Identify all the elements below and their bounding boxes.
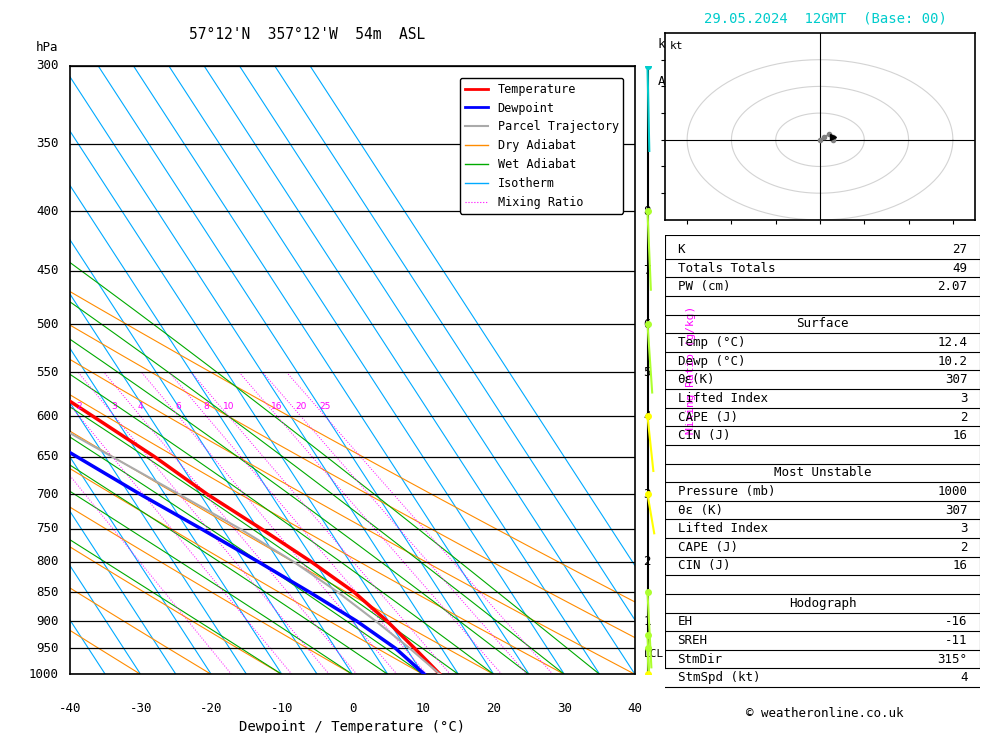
Text: -40: -40 (59, 701, 81, 715)
Text: 500: 500 (36, 317, 59, 331)
Text: 2: 2 (960, 541, 967, 554)
Text: 49: 49 (952, 262, 967, 275)
Text: K: K (678, 243, 685, 256)
Text: kt: kt (669, 41, 683, 51)
Text: StmDir: StmDir (678, 652, 723, 666)
Text: -11: -11 (945, 634, 967, 647)
Text: -10: -10 (271, 701, 293, 715)
Text: 350: 350 (36, 137, 59, 150)
Text: 10.2: 10.2 (937, 355, 967, 368)
Text: 550: 550 (36, 366, 59, 379)
Text: Temp (°C): Temp (°C) (678, 336, 745, 349)
Text: StmSpd (kt): StmSpd (kt) (678, 671, 760, 684)
Text: 8: 8 (204, 402, 209, 411)
Text: 900: 900 (36, 614, 59, 627)
Text: 2: 2 (76, 402, 82, 411)
Text: 3: 3 (643, 487, 651, 501)
Text: 3: 3 (960, 392, 967, 405)
Text: -16: -16 (945, 615, 967, 628)
Text: CAPE (J): CAPE (J) (678, 410, 738, 424)
Text: Lifted Index: Lifted Index (678, 522, 768, 535)
Text: 3: 3 (960, 522, 967, 535)
Text: Surface: Surface (796, 317, 849, 331)
Text: 20: 20 (486, 701, 501, 715)
Text: PW (cm): PW (cm) (678, 280, 730, 293)
Text: 850: 850 (36, 586, 59, 599)
Text: 10: 10 (223, 402, 234, 411)
Text: 5: 5 (643, 366, 651, 379)
Text: 16: 16 (952, 559, 967, 572)
Text: CIN (J): CIN (J) (678, 559, 730, 572)
Text: 650: 650 (36, 450, 59, 463)
Text: -30: -30 (129, 701, 152, 715)
Text: Totals Totals: Totals Totals (678, 262, 775, 275)
Text: 25: 25 (319, 402, 331, 411)
Text: 7: 7 (643, 265, 651, 277)
Text: Dewp (°C): Dewp (°C) (678, 355, 745, 368)
Text: 750: 750 (36, 523, 59, 536)
Text: 4: 4 (138, 402, 143, 411)
Text: 315°: 315° (937, 652, 967, 666)
Text: 1: 1 (643, 614, 651, 627)
Text: 4: 4 (960, 671, 967, 684)
Text: 307: 307 (945, 373, 967, 386)
Text: Lifted Index: Lifted Index (678, 392, 768, 405)
Text: 2.07: 2.07 (937, 280, 967, 293)
Text: 800: 800 (36, 555, 59, 568)
Text: 600: 600 (36, 410, 59, 423)
Text: Pressure (mb): Pressure (mb) (678, 485, 775, 498)
Text: θε(K): θε(K) (678, 373, 715, 386)
Text: θε (K): θε (K) (678, 504, 723, 517)
Text: 12.4: 12.4 (937, 336, 967, 349)
Text: 27: 27 (952, 243, 967, 256)
Text: -20: -20 (200, 701, 222, 715)
Text: 300: 300 (36, 59, 59, 73)
Text: ASL: ASL (658, 75, 680, 88)
Text: LCL: LCL (643, 649, 664, 659)
Text: 307: 307 (945, 504, 967, 517)
Text: © weatheronline.co.uk: © weatheronline.co.uk (746, 707, 904, 720)
Text: 700: 700 (36, 487, 59, 501)
Text: Most Unstable: Most Unstable (774, 466, 871, 479)
Text: 4: 4 (643, 410, 651, 423)
Text: Dewpoint / Temperature (°C): Dewpoint / Temperature (°C) (239, 720, 466, 733)
Text: 16: 16 (271, 402, 283, 411)
Text: 6: 6 (643, 317, 651, 331)
Text: Hodograph: Hodograph (789, 597, 856, 610)
Text: 2: 2 (643, 555, 651, 568)
Legend: Temperature, Dewpoint, Parcel Trajectory, Dry Adiabat, Wet Adiabat, Isotherm, Mi: Temperature, Dewpoint, Parcel Trajectory… (460, 78, 623, 214)
Text: 3: 3 (112, 402, 117, 411)
Text: 8: 8 (643, 205, 651, 218)
Text: Mixing Ratio (g/kg): Mixing Ratio (g/kg) (686, 306, 696, 434)
Text: CIN (J): CIN (J) (678, 429, 730, 442)
Text: km: km (658, 38, 673, 51)
Text: 1000: 1000 (937, 485, 967, 498)
Text: 10: 10 (416, 701, 431, 715)
Text: 40: 40 (628, 701, 642, 715)
Text: 6: 6 (176, 402, 181, 411)
Text: 30: 30 (557, 701, 572, 715)
Text: 0: 0 (349, 701, 356, 715)
Text: EH: EH (678, 615, 693, 628)
Text: 950: 950 (36, 642, 59, 655)
Text: 450: 450 (36, 265, 59, 277)
Text: SREH: SREH (678, 634, 708, 647)
Text: 20: 20 (295, 402, 307, 411)
Text: 1000: 1000 (29, 668, 59, 681)
Text: 29.05.2024  12GMT  (Base: 00): 29.05.2024 12GMT (Base: 00) (704, 12, 946, 26)
Text: 400: 400 (36, 205, 59, 218)
Text: 16: 16 (952, 429, 967, 442)
Text: 2: 2 (960, 410, 967, 424)
Text: CAPE (J): CAPE (J) (678, 541, 738, 554)
Text: 57°12'N  357°12'W  54m  ASL: 57°12'N 357°12'W 54m ASL (189, 26, 425, 42)
Text: hPa: hPa (36, 41, 59, 54)
